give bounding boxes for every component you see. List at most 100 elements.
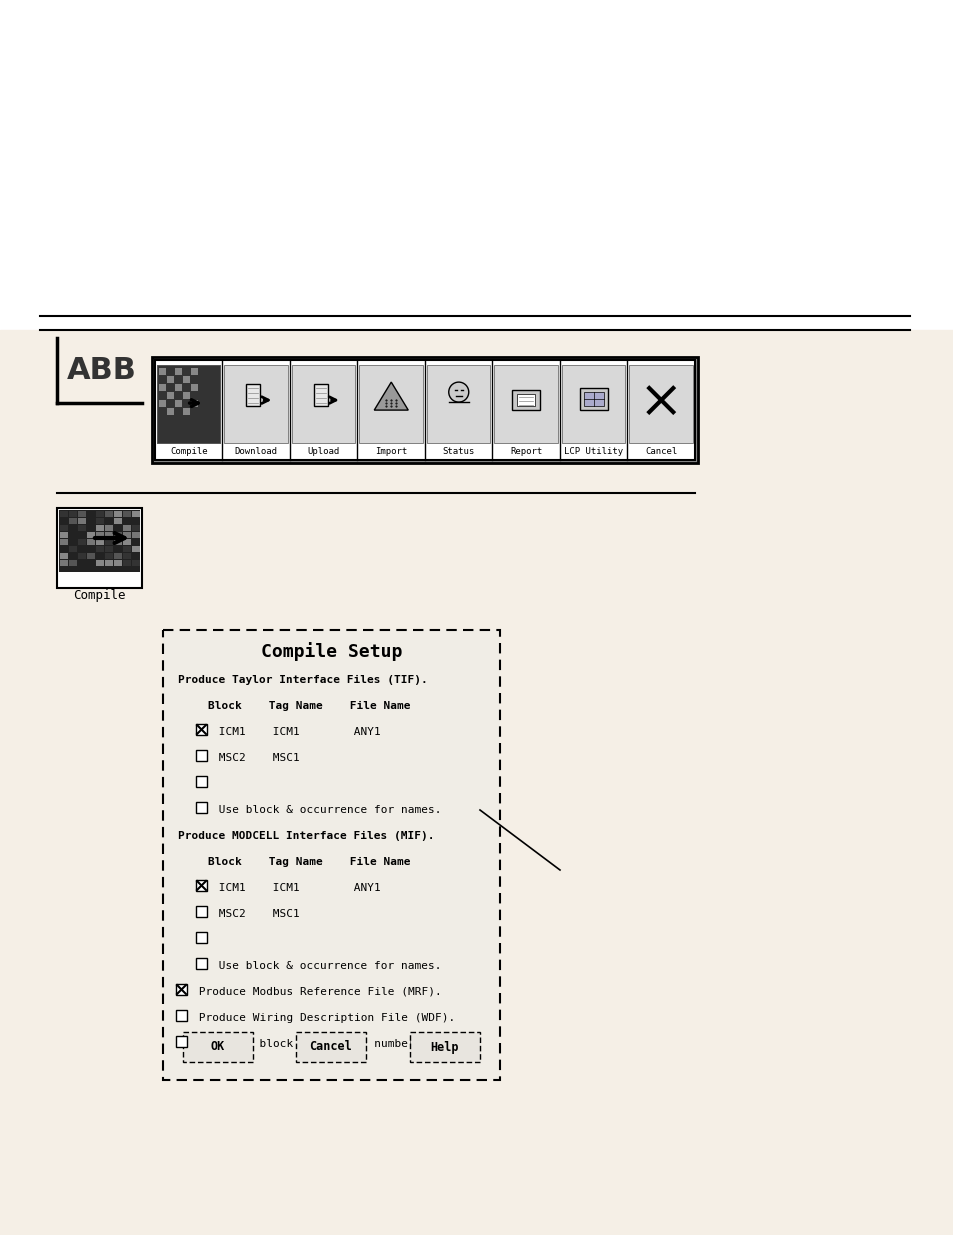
Text: Status: Status bbox=[442, 447, 475, 456]
Bar bbox=[0, 0, 953, 314]
Bar bbox=[175, 1010, 187, 1021]
Bar bbox=[96, 546, 104, 552]
Text: Produce MODCELL Interface Files (MIF).: Produce MODCELL Interface Files (MIF). bbox=[178, 831, 434, 841]
Bar bbox=[105, 538, 112, 545]
Bar bbox=[96, 559, 104, 566]
Bar bbox=[69, 511, 77, 517]
Bar bbox=[159, 384, 166, 391]
Bar bbox=[60, 532, 68, 538]
Bar bbox=[224, 366, 288, 443]
Bar bbox=[69, 546, 77, 552]
Bar bbox=[57, 508, 142, 588]
Text: Use block & occurrence for names.: Use block & occurrence for names. bbox=[212, 805, 441, 815]
Bar bbox=[87, 538, 95, 545]
Bar bbox=[96, 532, 104, 538]
Bar bbox=[60, 511, 68, 517]
Bar bbox=[295, 1032, 366, 1062]
Text: Produce Taylor Interface Files (TIF).: Produce Taylor Interface Files (TIF). bbox=[178, 676, 427, 685]
Bar bbox=[163, 630, 499, 1079]
Bar bbox=[175, 984, 187, 995]
Bar bbox=[96, 511, 104, 517]
Bar bbox=[113, 511, 122, 517]
Bar bbox=[60, 553, 68, 559]
Bar bbox=[105, 546, 112, 552]
Bar bbox=[410, 1032, 479, 1062]
Bar bbox=[132, 532, 140, 538]
Bar bbox=[105, 559, 112, 566]
Text: LCP Utility: LCP Utility bbox=[563, 447, 622, 456]
Bar bbox=[105, 553, 112, 559]
Bar bbox=[314, 384, 328, 406]
Bar bbox=[132, 546, 140, 552]
Bar bbox=[78, 525, 86, 531]
Text: Compile: Compile bbox=[73, 589, 126, 601]
Bar bbox=[583, 391, 603, 406]
Text: Reassign block occurrence numbers.: Reassign block occurrence numbers. bbox=[192, 1039, 428, 1049]
Bar bbox=[132, 525, 140, 531]
Bar bbox=[159, 368, 166, 375]
Bar bbox=[78, 511, 86, 517]
Bar bbox=[183, 391, 190, 399]
Bar bbox=[246, 384, 260, 406]
Bar bbox=[183, 1032, 253, 1062]
Bar bbox=[195, 906, 207, 918]
Text: Use block & occurrence for names.: Use block & occurrence for names. bbox=[212, 961, 441, 971]
Bar bbox=[157, 366, 220, 443]
Bar bbox=[561, 366, 625, 443]
Bar bbox=[195, 881, 207, 890]
Text: Cancel: Cancel bbox=[644, 447, 677, 456]
Bar bbox=[96, 517, 104, 524]
Bar bbox=[494, 366, 558, 443]
Bar bbox=[195, 958, 207, 969]
Bar bbox=[159, 400, 166, 408]
Text: Produce Modbus Reference File (MRF).: Produce Modbus Reference File (MRF). bbox=[192, 987, 441, 997]
Bar bbox=[113, 517, 122, 524]
Bar bbox=[517, 394, 535, 406]
Text: OK: OK bbox=[211, 1041, 225, 1053]
Bar bbox=[191, 384, 198, 391]
Text: Cancel: Cancel bbox=[310, 1041, 352, 1053]
Bar bbox=[292, 366, 355, 443]
Bar bbox=[123, 538, 131, 545]
Bar bbox=[123, 546, 131, 552]
Bar bbox=[113, 559, 122, 566]
Bar bbox=[123, 559, 131, 566]
Bar bbox=[78, 538, 86, 545]
Text: Import: Import bbox=[375, 447, 407, 456]
Bar bbox=[195, 932, 207, 944]
Bar bbox=[174, 384, 182, 391]
Bar bbox=[123, 511, 131, 517]
Bar bbox=[183, 375, 190, 383]
Bar bbox=[113, 538, 122, 545]
Text: Help: Help bbox=[431, 1041, 458, 1053]
Bar bbox=[154, 359, 695, 459]
Bar bbox=[105, 511, 112, 517]
Circle shape bbox=[448, 382, 468, 403]
Text: ICM1    ICM1        ANY1: ICM1 ICM1 ANY1 bbox=[212, 883, 380, 893]
Bar bbox=[195, 750, 207, 761]
Bar bbox=[132, 559, 140, 566]
Text: MSC2    MSC1: MSC2 MSC1 bbox=[212, 753, 299, 763]
Bar bbox=[60, 538, 68, 545]
Bar bbox=[359, 366, 422, 443]
Bar bbox=[427, 366, 490, 443]
Bar bbox=[195, 802, 207, 813]
Bar bbox=[157, 366, 220, 443]
Bar bbox=[78, 517, 86, 524]
Bar bbox=[123, 553, 131, 559]
Bar bbox=[113, 532, 122, 538]
Text: Compile: Compile bbox=[170, 447, 208, 456]
Bar bbox=[195, 724, 207, 735]
Text: ABB: ABB bbox=[67, 356, 136, 385]
Bar bbox=[132, 511, 140, 517]
Bar bbox=[60, 525, 68, 531]
Text: Report: Report bbox=[510, 447, 542, 456]
Text: Compile Setup: Compile Setup bbox=[260, 642, 402, 662]
Bar bbox=[191, 368, 198, 375]
Bar bbox=[579, 388, 607, 410]
Bar bbox=[69, 517, 77, 524]
Bar bbox=[78, 553, 86, 559]
Bar bbox=[96, 525, 104, 531]
Bar bbox=[152, 357, 698, 463]
Bar bbox=[96, 538, 104, 545]
